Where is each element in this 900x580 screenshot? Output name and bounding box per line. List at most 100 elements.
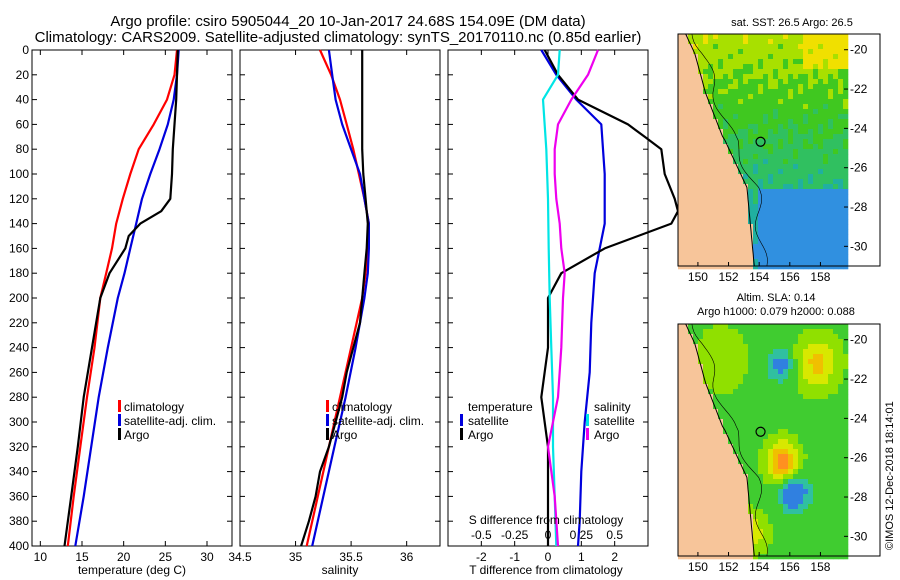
map-cell [793, 464, 799, 470]
map-cell [798, 379, 804, 385]
map-cell [828, 249, 834, 255]
map-cell [728, 249, 734, 255]
map-cell [803, 369, 809, 375]
map-cell [698, 219, 704, 225]
map-cell [708, 194, 714, 200]
map-cell [678, 139, 684, 145]
map-cell [803, 354, 809, 360]
map-cell [703, 174, 709, 180]
map-cell [838, 469, 844, 475]
map-cell [808, 224, 814, 230]
map-cell [798, 424, 804, 430]
map-cell [698, 254, 704, 260]
map-cell [728, 259, 734, 265]
legend-mark-climatology [118, 400, 121, 412]
map-cell [768, 334, 774, 340]
map-cell [793, 409, 799, 415]
map-cell [828, 89, 834, 95]
map-cell [743, 59, 749, 65]
map-cell [723, 224, 729, 230]
map-cell [683, 129, 689, 135]
map-cell [713, 499, 719, 505]
map-cell [798, 209, 804, 215]
map-cell [783, 504, 789, 510]
map-cell [703, 214, 709, 220]
map-cell [738, 494, 744, 500]
map-cell [748, 404, 754, 410]
map-cell [748, 389, 754, 395]
map-cell [798, 484, 804, 490]
map-cell [678, 189, 684, 195]
map-cell [828, 499, 834, 505]
map-cell [693, 194, 699, 200]
map-cell [733, 369, 739, 375]
map-cell [718, 544, 724, 550]
map-cell [733, 384, 739, 390]
map-cell [738, 529, 744, 535]
map-cell [773, 529, 779, 535]
map-cell [733, 419, 739, 425]
map-cell [798, 544, 804, 550]
map-cell [833, 94, 839, 100]
map-cell [693, 529, 699, 535]
map-cell [798, 449, 804, 455]
map-cell [728, 194, 734, 200]
map-cell [803, 104, 809, 110]
map-cell [793, 374, 799, 380]
map-cell [813, 234, 819, 240]
map-cell [738, 59, 744, 65]
map-cell [838, 219, 844, 225]
map-cell [833, 339, 839, 345]
map-cell [753, 389, 759, 395]
map-cell [743, 504, 749, 510]
map-cell [753, 484, 759, 490]
map-cell [723, 74, 729, 80]
map-cell [688, 129, 694, 135]
map-cell [703, 259, 709, 265]
map-cell [738, 484, 744, 490]
map-cell [788, 379, 794, 385]
map-cell [763, 339, 769, 345]
map-cell [688, 509, 694, 515]
map-cell [763, 234, 769, 240]
map-cell [743, 54, 749, 60]
map-cell [803, 489, 809, 495]
map-cell [788, 394, 794, 400]
map-cell [743, 264, 749, 270]
map-cell [738, 469, 744, 475]
map-cell [788, 44, 794, 50]
map-cell [843, 459, 849, 465]
map-cell [728, 419, 734, 425]
legend-mark-satellite [326, 414, 329, 426]
map-cell [803, 119, 809, 125]
map-cell [733, 94, 739, 100]
map-cell [738, 519, 744, 525]
map-cell [693, 89, 699, 95]
map-cell [728, 229, 734, 235]
map-cell [773, 89, 779, 95]
map-cell [698, 134, 704, 140]
map-cell [828, 394, 834, 400]
map-cell [843, 439, 849, 445]
map-cell [808, 474, 814, 480]
map-cell [733, 54, 739, 60]
map-cell [728, 64, 734, 70]
map-cell [823, 324, 829, 330]
map-cell [778, 134, 784, 140]
map-cell [683, 479, 689, 485]
map-cell [758, 539, 764, 545]
map-cell [808, 49, 814, 55]
map-cell [688, 514, 694, 520]
map-cell [678, 224, 684, 230]
map-cell [708, 324, 714, 330]
map-cell [808, 144, 814, 150]
map-cell [683, 434, 689, 440]
map-cell [778, 119, 784, 125]
map-cell [823, 134, 829, 140]
map-cell [768, 254, 774, 260]
map-cell [713, 154, 719, 160]
map-cell [818, 194, 824, 200]
map-cell [798, 529, 804, 535]
map-cell [803, 264, 809, 270]
map-cell [813, 394, 819, 400]
